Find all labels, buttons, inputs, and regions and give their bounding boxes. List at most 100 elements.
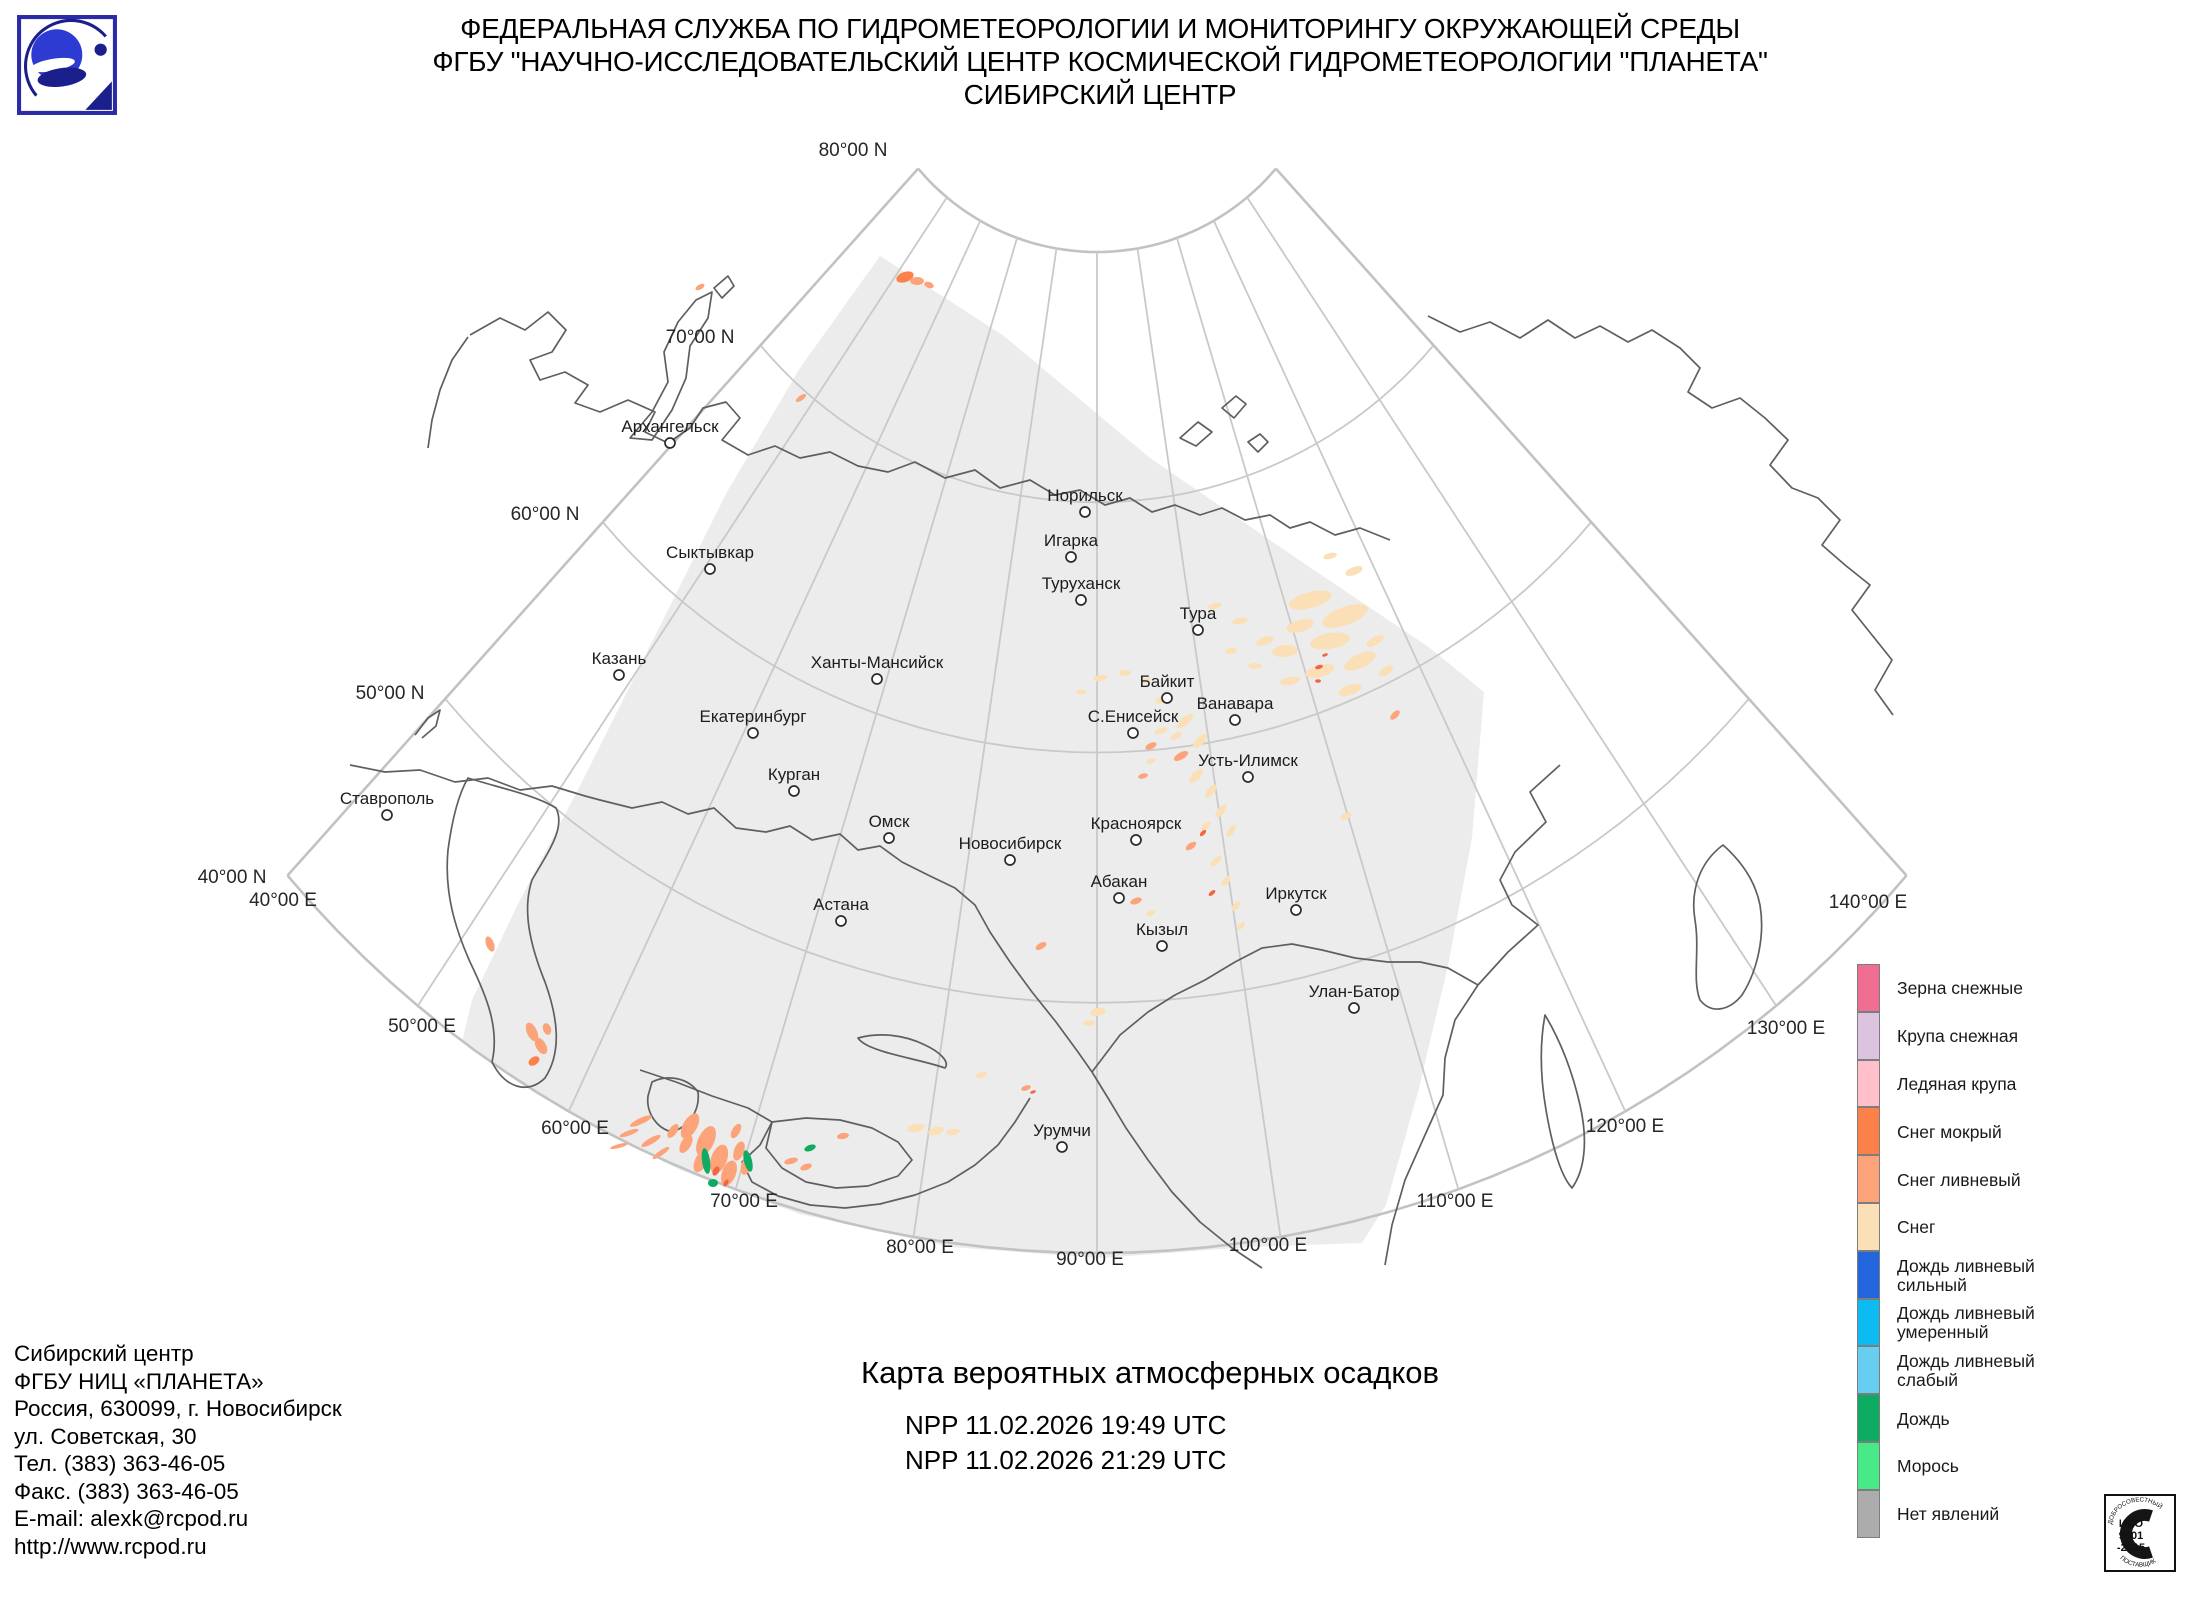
graticule-label: 70°00 E	[710, 1191, 778, 1212]
legend-label: Ледяная крупа	[1897, 1073, 2017, 1094]
planet-wave	[30, 57, 75, 73]
precip-blob	[1237, 922, 1245, 930]
city-label: Абакан	[1091, 872, 1148, 891]
legend-swatch	[1857, 1346, 1880, 1395]
legend-swatch	[1857, 1202, 1880, 1251]
city-marker-icon	[788, 785, 800, 797]
precip-blob	[1226, 825, 1236, 837]
precip-blob	[1315, 664, 1323, 670]
precip-blob	[679, 1134, 693, 1154]
precip-blob	[924, 281, 934, 289]
scandinavia-edge	[427, 336, 469, 449]
precip-blob	[1338, 683, 1362, 697]
precip-blob	[1083, 1020, 1095, 1026]
precip-blob	[1021, 1085, 1031, 1091]
city-label: Ханты-Мансийск	[811, 653, 944, 672]
meridian-100E	[1136, 248, 1282, 1238]
precip-blob	[1170, 732, 1182, 740]
precip-blob	[1076, 689, 1086, 695]
graticule-label: 120°00 E	[1586, 1116, 1664, 1137]
precip-blob	[1345, 566, 1363, 576]
graticule-label: 110°00 E	[1417, 1191, 1494, 1212]
precip-blob	[701, 1148, 711, 1174]
precip-blob	[1035, 942, 1047, 950]
city-Иркутск: Иркутск	[1265, 884, 1327, 916]
city-marker-icon	[1161, 692, 1173, 704]
precip-blob	[907, 1123, 925, 1133]
city-markers: Архангельск Сыктывкар Казань Норильск Игарка…	[340, 417, 1400, 1153]
precip-blob	[1146, 758, 1156, 764]
iso-c-mark	[2119, 1509, 2153, 1559]
precip-blob	[1093, 674, 1107, 682]
precip-blob	[1280, 676, 1300, 686]
header: ФЕДЕРАЛЬНАЯ СЛУЖБА ПО ГИДРОМЕТЕОРОЛОГИИ …	[150, 12, 2050, 111]
city-marker-icon	[835, 915, 847, 927]
city-label: Усть-Илимск	[1198, 751, 1298, 770]
precip-blob	[1146, 909, 1156, 917]
city-marker-icon	[1075, 594, 1087, 606]
contact-line: E-mail: alexk@rcpod.ru	[14, 1506, 249, 1531]
legend-swatch	[1857, 1489, 1880, 1538]
city-label: Курган	[768, 765, 820, 784]
legend-swatch	[1857, 1011, 1880, 1060]
precip-blob	[1322, 653, 1328, 657]
city-Екатеринбург: Екатеринбург	[700, 707, 806, 739]
precip-blob	[1225, 647, 1237, 655]
precip-blob	[784, 1157, 798, 1165]
graticule-label: 70°00 N	[666, 327, 735, 348]
city-marker-icon	[1056, 1141, 1068, 1153]
meridian-80E	[912, 248, 1058, 1238]
severnaya-zemlya-islands	[1179, 395, 1269, 453]
city-label: Урумчи	[1033, 1121, 1091, 1140]
city-marker-icon	[1192, 624, 1204, 636]
precip-blob	[534, 1037, 548, 1055]
city-label: Ванавара	[1197, 694, 1274, 713]
city-Новосибирск: Новосибирск	[959, 834, 1062, 866]
precip-blob	[1344, 651, 1376, 671]
contact-line: ул. Советская, 30	[14, 1423, 197, 1449]
northeast-coastline	[1427, 315, 1894, 716]
graticule-label: 80°00 E	[886, 1237, 954, 1258]
city-marker-icon	[1290, 904, 1302, 916]
legend-label: Зерна снежные	[1897, 978, 2023, 999]
legend-label: Морось	[1897, 1456, 1959, 1477]
precip-blob	[1315, 679, 1321, 683]
city-Туруханск: Туруханск	[1042, 574, 1121, 606]
city-Сыктывкар: Сыктывкар	[666, 543, 754, 575]
precip-blob	[652, 1146, 670, 1160]
precip-blob	[485, 936, 495, 952]
city-marker-icon	[747, 727, 759, 739]
graticule-label: 90°00 E	[1056, 1249, 1124, 1270]
city-Игарка: Игарка	[1044, 531, 1099, 563]
meridian-70E	[734, 237, 1018, 1190]
precip-blob	[928, 1126, 944, 1136]
city-label: Новосибирск	[959, 834, 1062, 853]
central-asia-borders	[639, 1069, 1031, 1209]
city-Урумчи: Урумчи	[1033, 1121, 1091, 1153]
graticule-label: 80°00 N	[819, 140, 888, 161]
legend-swatch	[1857, 1107, 1880, 1156]
city-label: Иркутск	[1265, 884, 1327, 903]
precip-blob	[1286, 619, 1314, 633]
city-marker-icon	[1348, 1002, 1360, 1014]
meridian-40E	[286, 167, 920, 877]
mongolia-border	[1091, 943, 1479, 1073]
contact-block: Сибирский центр ФГБУ НИЦ «ПЛАНЕТА» Россия,…	[14, 1340, 342, 1560]
city-marker-icon	[1130, 834, 1142, 846]
precip-blob	[1154, 727, 1168, 735]
header-line-2: ФГБУ "НАУЧНО-ИССЛЕДОВАТЕЛЬСКИЙ ЦЕНТР КОС…	[432, 46, 1768, 77]
legend-swatch	[1857, 1441, 1880, 1490]
city-marker-icon	[704, 563, 716, 575]
precip-blob	[1322, 604, 1368, 628]
graticule-label: 40°00 N	[198, 867, 267, 888]
precip-blob	[1130, 897, 1142, 905]
precip-blob	[1201, 821, 1211, 831]
precip-blob	[709, 1144, 729, 1174]
city-С.Енисейск: С.Енисейск	[1088, 707, 1179, 739]
caspian-sea	[446, 777, 560, 1089]
city-label: Улан-Батор	[1309, 982, 1400, 1001]
city-Ханты-Мансийск: Ханты-Мансийск	[811, 653, 944, 685]
city-Улан-Батор: Улан-Батор	[1309, 982, 1400, 1014]
precip-blob	[1390, 710, 1400, 720]
legend-swatch	[1857, 1394, 1880, 1442]
